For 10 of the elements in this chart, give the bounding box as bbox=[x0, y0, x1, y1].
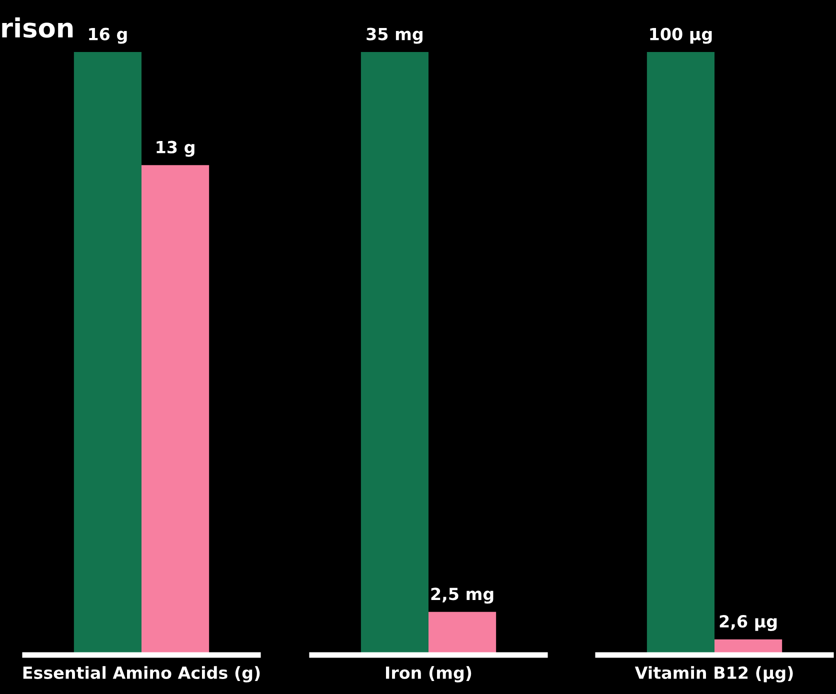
x-tick-label: Iron (mg) bbox=[386, 666, 472, 682]
x-tick-label: Vitamin B12 (µg) bbox=[634, 666, 793, 682]
data-label: 35 mg bbox=[366, 28, 422, 44]
data-label: 100 µg bbox=[650, 28, 712, 44]
chart-title: rison bbox=[2, 17, 73, 38]
data-label: 2,6 µg bbox=[720, 615, 777, 631]
data-label: 16 g bbox=[89, 28, 127, 44]
data-label: 13 g bbox=[156, 140, 194, 157]
data-label: 2,5 mg bbox=[431, 588, 494, 604]
x-tick-label: Essential Amino Acids (g) bbox=[23, 666, 260, 682]
